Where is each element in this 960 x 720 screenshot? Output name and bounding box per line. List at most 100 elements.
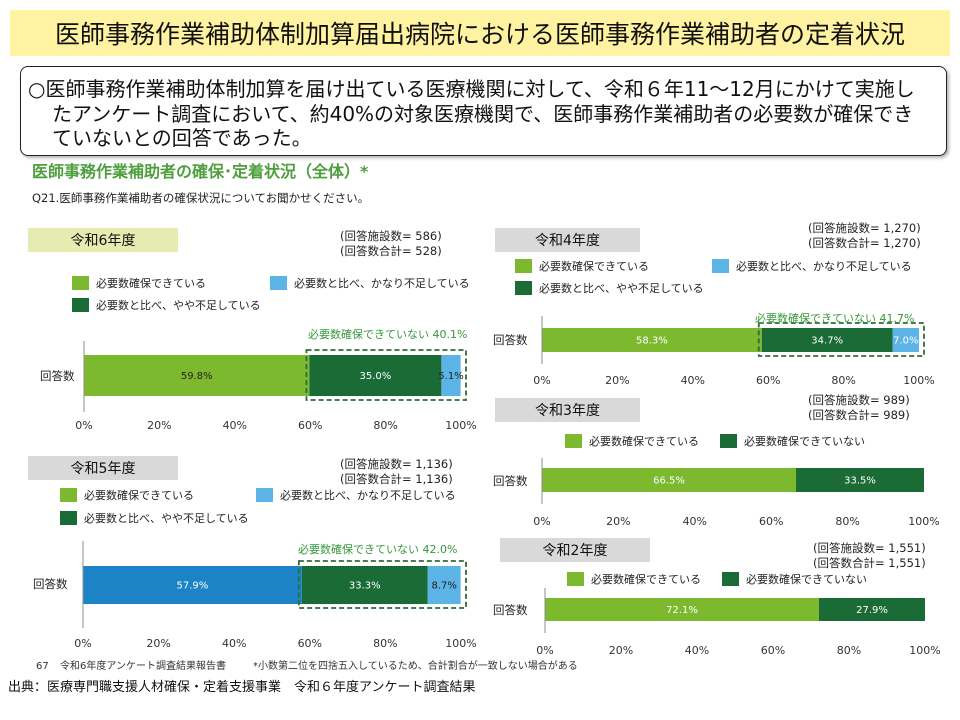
x-tick-label: 80%: [837, 644, 861, 657]
survey-question: Q21.医師事務作業補助者の確保状況についてお聞かせください。: [32, 191, 370, 205]
x-tick-label: 100%: [909, 644, 940, 657]
legend-item-slightly-short: 必要数と比べ、やや不足している: [60, 510, 249, 526]
legend-item-severely-short: 必要数と比べ、かなり不足している: [712, 258, 912, 274]
x-tick-label: 40%: [685, 644, 709, 657]
x-tick-label: 100%: [445, 637, 476, 650]
legend-swatch: [72, 298, 89, 312]
chart-reiwa4-bars: 58.3% 34.7% 7.0% 0% 20% 40% 60% 80% 100%: [533, 316, 935, 387]
x-tick-label: 40%: [222, 637, 246, 650]
legend-swatch: [567, 572, 584, 586]
bar-segment: [83, 566, 302, 604]
x-tick-label: 60%: [298, 637, 322, 650]
bar-value-label: 34.7%: [811, 336, 843, 347]
bar-value-label: 7.0%: [893, 336, 918, 347]
legend-label: 必要数確保できている: [96, 277, 206, 290]
bar-segment: [301, 566, 428, 604]
legend-item-severely-short: 必要数と比べ、かなり不足している: [270, 275, 470, 291]
bar-segment: [309, 355, 442, 396]
chart-title-reiwa6: 令和6年度: [28, 228, 178, 252]
x-tick-label: 40%: [683, 515, 707, 528]
x-tick-label: 40%: [681, 374, 705, 387]
not-secured-annotation: 必要数確保できていない 41.7%: [755, 312, 915, 325]
legend-label: 必要数確保できている: [591, 573, 701, 586]
bar-value-label: 58.3%: [636, 336, 668, 347]
chart-reiwa5-bars: 57.9% 33.3% 8.7% 0% 20% 40% 60% 80% 100%: [74, 541, 477, 650]
x-tick-label: 60%: [298, 419, 322, 432]
legend-label: 必要数と比べ、かなり不足している: [280, 489, 456, 502]
x-tick-label: 20%: [147, 419, 171, 432]
response-count: (回答数合計= 989): [808, 407, 910, 422]
bar-segment: [542, 468, 797, 492]
facility-count: (回答施設数= 586): [340, 229, 442, 243]
bar-value-label: 66.5%: [653, 476, 685, 487]
legend-label: 必要数と比べ、かなり不足している: [294, 277, 470, 290]
x-tick-label: 0%: [74, 637, 91, 650]
bar-value-label: 35.0%: [360, 371, 392, 382]
legend-swatch: [72, 276, 89, 290]
response-count: (回答数合計= 1,270): [808, 235, 921, 250]
not-secured-highlight-box: [305, 349, 467, 401]
bar-segment: [818, 598, 925, 621]
x-tick-label: 100%: [908, 515, 939, 528]
legend-label: 必要数確保できている: [589, 435, 699, 448]
legend-swatch: [720, 434, 737, 448]
legend-item-secured: 必要数確保できている: [515, 258, 649, 274]
respondent-counts: (回答施設数= 1,551) (回答数合計= 1,551): [813, 541, 926, 570]
x-tick-label: 20%: [146, 637, 170, 650]
footnote-rounding-note: *小数第二位を四捨五入しているため、合計割合が一致しない場合がある: [253, 661, 578, 672]
bar-segment: [542, 328, 762, 352]
legend-label: 必要数と比べ、やや不足している: [96, 299, 261, 312]
slide-title-banner: 医師事務作業補助体制加算届出病院における医師事務作業補助者の定着状況: [10, 10, 950, 56]
x-tick-label: 20%: [606, 515, 630, 528]
legend-label: 必要数と比べ、やや不足している: [539, 282, 704, 295]
bar-value-label: 33.3%: [349, 581, 381, 592]
legend-label: 必要数と比べ、かなり不足している: [736, 260, 912, 273]
x-tick-label: 60%: [756, 374, 780, 387]
response-count: (回答数合計= 1,551): [813, 555, 926, 570]
not-secured-annotation: 必要数確保できていない 42.0%: [298, 543, 458, 556]
bar-segment: [441, 355, 461, 396]
x-tick-label: 20%: [605, 374, 629, 387]
x-tick-label: 80%: [373, 419, 397, 432]
chart-reiwa6-bars: 59.8% 35.0% 5.1% 0% 20% 40% 60% 80% 100%: [75, 341, 477, 432]
summary-line: たアンケート調査において、約40%の対象医療機関で、医師事務作業補助者の必要数が…: [52, 102, 914, 126]
response-count: (回答数合計= 1,136): [340, 471, 453, 486]
legend-label: 必要数確保できている: [539, 260, 649, 273]
legend-item-secured: 必要数確保できている: [60, 487, 194, 503]
bar-value-label: 8.7%: [431, 581, 456, 592]
chart-reiwa2-bars: 72.1% 27.9% 0% 20% 40% 60% 80% 100%: [536, 588, 941, 657]
respondent-counts: (回答施設数= 586) (回答数合計= 528): [340, 229, 442, 258]
legend-label: 必要数確保できていない: [744, 435, 865, 448]
x-tick-label: 0%: [75, 419, 92, 432]
response-count: (回答数合計= 528): [340, 243, 442, 258]
bar-segment: [796, 468, 924, 492]
category-label: 回答数: [33, 577, 68, 591]
legend-swatch: [712, 259, 729, 273]
footnote-report: 令和6年度アンケート調査結果報告書: [60, 661, 226, 672]
bar-value-label: 57.9%: [177, 581, 209, 592]
legend-item-not-secured: 必要数確保できていない: [720, 433, 865, 449]
legend-swatch: [515, 281, 532, 295]
legend-swatch: [60, 488, 77, 502]
category-label: 回答数: [493, 333, 528, 347]
legend-item-severely-short: 必要数と比べ、かなり不足している: [256, 487, 456, 503]
category-label: 回答数: [493, 603, 528, 617]
bar-segment: [427, 566, 461, 604]
respondent-counts: (回答施設数= 989) (回答数合計= 989): [808, 393, 910, 422]
legend-swatch: [565, 434, 582, 448]
legend-item-secured: 必要数確保できている: [565, 433, 699, 449]
bar-segment: [545, 598, 819, 621]
category-label: 回答数: [40, 369, 75, 383]
not-secured-annotation: 必要数確保できていない 40.1%: [308, 328, 468, 341]
x-tick-label: 20%: [609, 644, 633, 657]
bar-segment: [761, 328, 893, 352]
legend-item-not-secured: 必要数確保できていない: [722, 571, 867, 587]
slide-title: 医師事務作業補助体制加算届出病院における医師事務作業補助者の定着状況: [54, 20, 905, 49]
facility-count: (回答施設数= 1,136): [340, 457, 453, 471]
bar-segment: [84, 355, 310, 396]
x-tick-label: 60%: [759, 515, 783, 528]
legend-swatch: [270, 276, 287, 290]
bar-value-label: 59.8%: [181, 371, 213, 382]
legend-swatch: [60, 511, 77, 525]
summary-line: ていないとの回答であった。: [52, 126, 312, 150]
